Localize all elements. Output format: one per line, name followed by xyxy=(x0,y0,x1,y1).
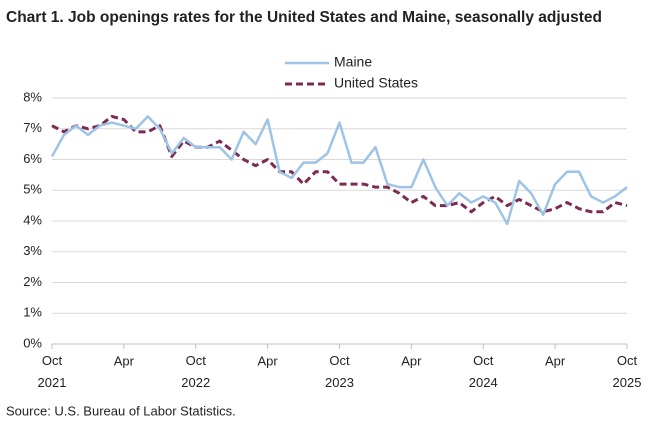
series-line xyxy=(51,114,628,214)
y-tick-label: 5% xyxy=(23,182,42,197)
source: Source: U.S. Bureau of Labor Statistics. xyxy=(6,403,236,418)
y-tick-label: 0% xyxy=(23,335,42,350)
x-tick-label: Apr xyxy=(545,353,566,368)
y-tick-label: 3% xyxy=(23,243,42,258)
x-tick-label: Oct 2021 xyxy=(38,353,67,390)
x-tick-label: Oct 2023 xyxy=(325,353,354,390)
legend-label: Maine xyxy=(334,54,372,70)
legend-label: United States xyxy=(334,75,418,91)
x-tick-label: Apr xyxy=(401,353,422,368)
x-tick-label: Oct 2024 xyxy=(469,353,498,390)
chart-title: Chart 1. Job openings rates for the Unit… xyxy=(6,9,602,26)
x-tick-label: Apr xyxy=(258,353,279,368)
y-tick-label: 6% xyxy=(23,151,42,166)
y-tick-label: 7% xyxy=(23,120,42,135)
y-tick-label: 2% xyxy=(23,274,42,289)
series-line xyxy=(50,115,628,226)
x-tick-label: Apr xyxy=(114,353,135,368)
y-tick-label: 8% xyxy=(23,89,42,104)
y-tick-label: 1% xyxy=(23,305,42,320)
y-tick-label: 4% xyxy=(23,212,42,227)
x-tick-label: Oct 2025 xyxy=(613,353,642,390)
x-tick-label: Oct 2022 xyxy=(181,353,210,390)
